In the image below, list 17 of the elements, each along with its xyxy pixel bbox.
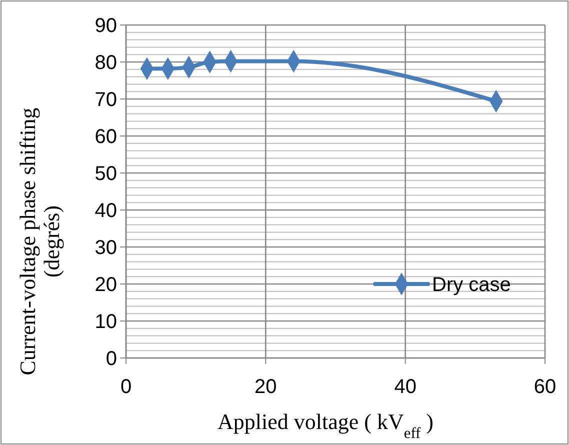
x-tick-label: 20 [254,376,277,398]
y-tick-label: 90 [94,15,117,37]
y-tick-label: 10 [94,311,117,333]
y-tick-label: 30 [94,237,117,259]
x-tick-label: 60 [534,376,556,398]
x-tick-label: 0 [120,376,132,398]
x-axis-title: Applied voltage ( kV$_{eff}$ ) [218,409,434,442]
y-tick-label: 0 [106,348,117,370]
y-tick-label: 20 [94,274,117,296]
legend-label: Dry case [432,274,511,296]
y-tick-label: 70 [94,89,117,111]
y-tick-label: 50 [94,163,117,185]
x-tick-label: 40 [394,376,416,398]
y-axis-title: Current-voltage phase shifting (degrés) [15,108,64,376]
y-tick-label: 40 [94,200,117,222]
y-tick-label: 80 [94,52,117,74]
y-tick-label: 60 [94,126,117,148]
